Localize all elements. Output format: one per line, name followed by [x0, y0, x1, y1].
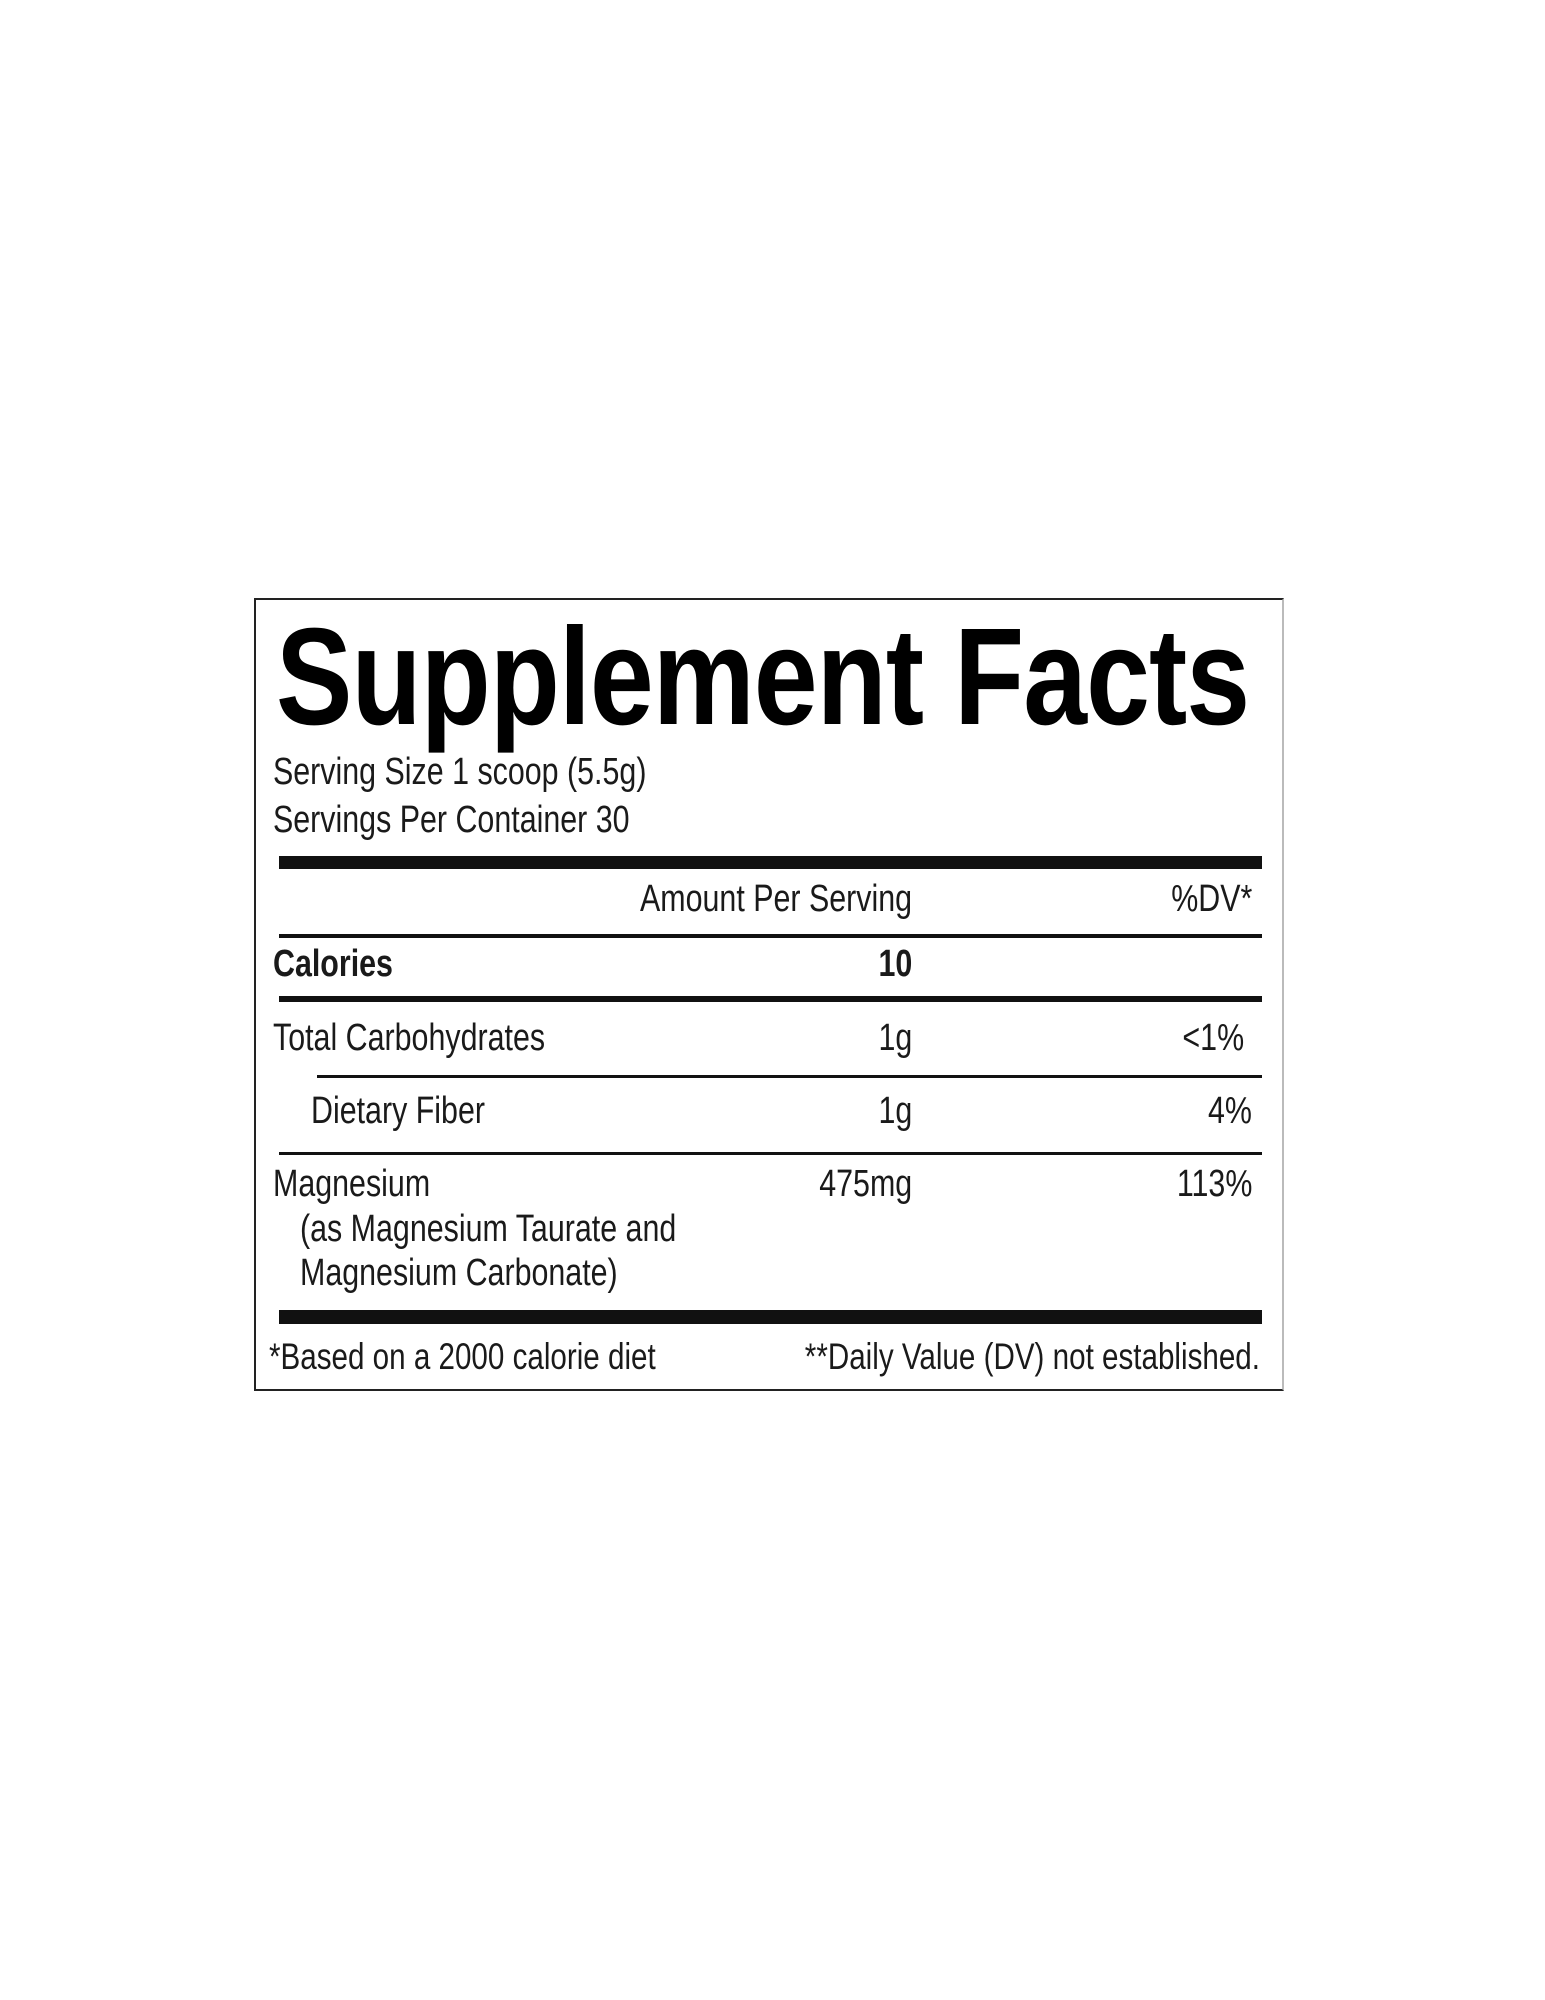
thick-divider [279, 1310, 1262, 1324]
row-magnesium-detail: (as Magnesium Taurate and [300, 1208, 677, 1250]
divider [279, 934, 1262, 938]
row-calories-amount: 10 [878, 943, 912, 985]
row-carbs-amount: 1g [878, 1017, 912, 1059]
panel-title: Supplement Facts [276, 600, 1250, 754]
row-magnesium-name: Magnesium [273, 1163, 431, 1205]
footnote-calorie-diet: *Based on a 2000 calorie diet [269, 1336, 656, 1377]
row-magnesium-dv: 113% [1176, 1163, 1253, 1205]
divider [279, 1152, 1262, 1155]
medium-divider [279, 996, 1262, 1002]
header-dv: %DV* [1170, 878, 1252, 920]
row-fiber-dv: 4% [1208, 1090, 1252, 1132]
row-carbs-dv: <1% [1182, 1017, 1244, 1059]
divider [317, 1075, 1262, 1078]
row-magnesium-amount: 475mg [819, 1163, 912, 1205]
servings-per-container: Servings Per Container 30 [273, 799, 630, 841]
header-amount: Amount Per Serving [639, 878, 912, 920]
supplement-facts-panel: Supplement Facts Serving Size 1 scoop (5… [254, 598, 1284, 1391]
row-fiber-name: Dietary Fiber [311, 1090, 485, 1132]
row-magnesium-detail: Magnesium Carbonate) [300, 1252, 618, 1294]
row-calories-name: Calories [273, 943, 393, 985]
row-fiber-amount: 1g [878, 1090, 912, 1132]
thick-divider [279, 856, 1262, 869]
footnote-dv-not-established: **Daily Value (DV) not established. [804, 1336, 1260, 1377]
row-carbs-name: Total Carbohydrates [273, 1017, 546, 1059]
serving-size: Serving Size 1 scoop (5.5g) [273, 751, 647, 793]
